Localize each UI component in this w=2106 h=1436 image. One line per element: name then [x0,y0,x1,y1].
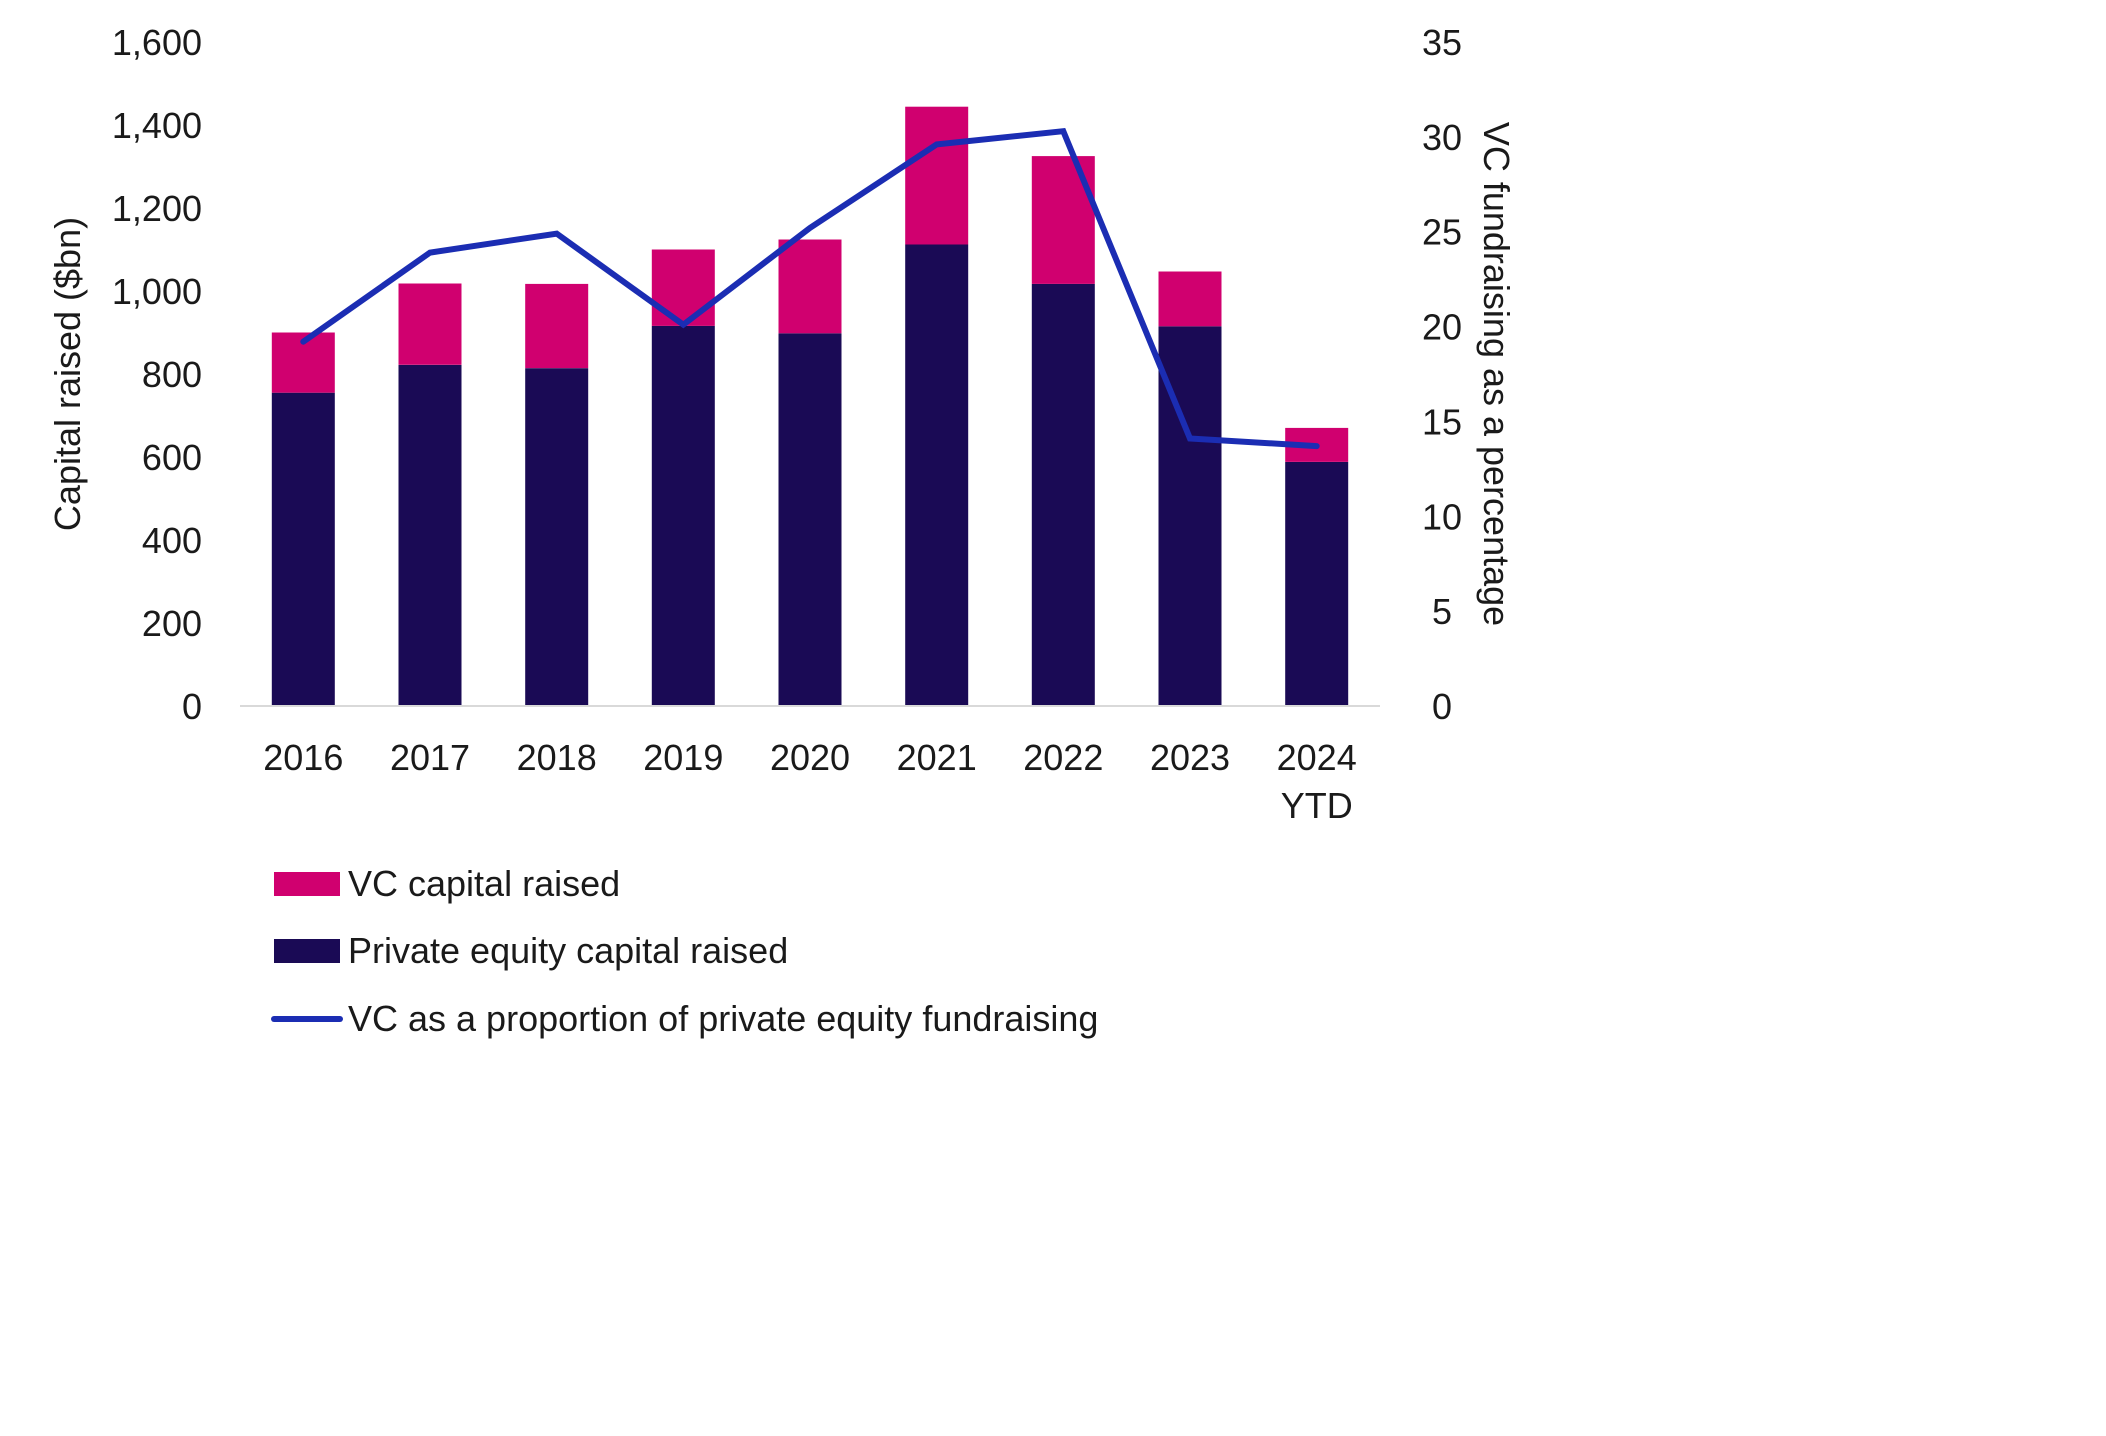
bar-vc-6 [1031,156,1095,284]
bar-private-equity-5 [905,244,969,706]
y-tick-left-5: 1,000 [112,271,202,312]
x-axis-ticks: 2016 2017 2018 2019 2020 2021 2022 2023 2024 YTD [263,737,1356,826]
bar-private-equity-6 [1031,283,1095,706]
bar-private-equity-4 [778,333,842,706]
y-tick-left-7: 1,400 [112,105,202,146]
y-tick-right-0: 0 [1432,686,1452,727]
legend-item-vc-proportion: VC as a proportion of private equity fun… [271,998,1098,1039]
y-tick-right-2: 10 [1422,496,1462,537]
x-tick-0: 2016 [263,737,343,778]
x-tick-5: 2021 [897,737,977,778]
legend-swatch-private-equity-capital [274,939,340,963]
legend-item-vc-capital: VC capital raised [274,863,620,904]
y-tick-left-8: 1,600 [112,22,202,63]
x-tick-8: 2024 YTD [1277,737,1357,826]
legend-swatch-vc-capital [274,872,340,896]
bar-private-equity-2 [525,368,589,706]
y-tick-right-4: 20 [1422,307,1462,348]
line-layer [300,127,1320,450]
y-tick-right-6: 30 [1422,117,1462,158]
bar-private-equity-3 [651,325,715,706]
y-tick-left-0: 0 [182,686,202,727]
y-tick-left-2: 400 [142,520,202,561]
bar-vc-3 [651,249,715,326]
y-axis-left-ticks: 0 200 400 600 800 1,000 1,200 1,400 1,600 [112,22,202,727]
x-tick-4: 2020 [770,737,850,778]
y-axis-left-title: Capital raised ($bn) [47,217,88,531]
legend-label-private-equity-capital: Private equity capital raised [348,930,788,971]
y-tick-left-3: 600 [142,437,202,478]
bar-vc-1 [398,283,462,365]
y-tick-right-1: 5 [1432,591,1452,632]
y-tick-right-5: 25 [1422,212,1462,253]
x-tick-2: 2018 [517,737,597,778]
bar-private-equity-0 [271,392,335,706]
y-tick-left-4: 800 [142,354,202,395]
x-tick-7: 2023 [1150,737,1230,778]
chart-canvas: 0 200 400 600 800 1,000 1,200 1,400 1,600 0 5 10 15… [47,22,1517,1039]
legend-item-private-equity-capital: Private equity capital raised [274,930,788,971]
x-tick-6: 2022 [1023,737,1103,778]
legend-label-vc-capital: VC capital raised [348,863,620,904]
bar-vc-4 [778,239,842,334]
y-tick-left-1: 200 [142,603,202,644]
legend: VC capital raised Private equity capital… [271,863,1098,1039]
y-tick-left-6: 1,200 [112,188,202,229]
y-axis-right-ticks: 0 5 10 15 20 25 30 35 [1422,22,1462,727]
bars-layer [271,106,1349,706]
x-tick-1: 2017 [390,737,470,778]
bar-vc-5 [905,106,969,245]
y-tick-right-3: 15 [1422,401,1462,442]
bar-vc-7 [1158,271,1222,327]
bar-private-equity-1 [398,364,462,706]
legend-label-vc-proportion: VC as a proportion of private equity fun… [348,998,1098,1039]
bar-vc-2 [525,283,589,369]
y-tick-right-7: 35 [1422,22,1462,63]
x-tick-3: 2019 [643,737,723,778]
y-axis-right-title: VC fundraising as a percentage [1476,122,1517,626]
bar-private-equity-8 [1285,462,1349,706]
